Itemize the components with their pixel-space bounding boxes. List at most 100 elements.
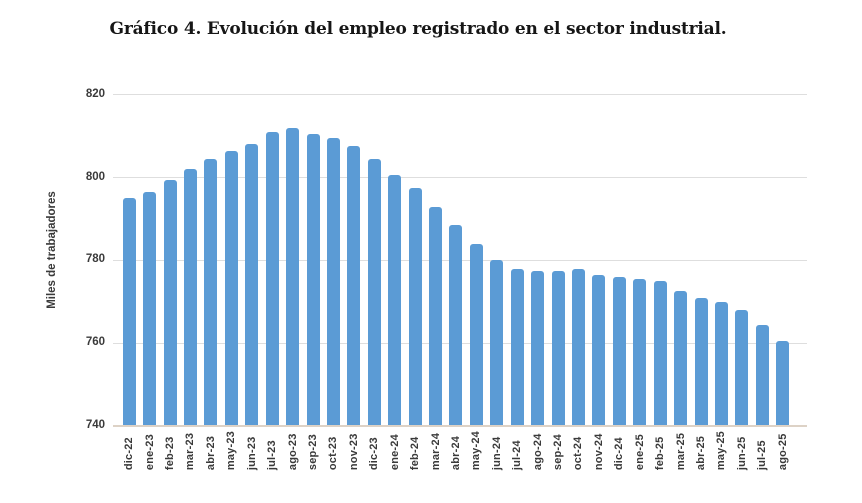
bar-slot xyxy=(711,74,731,426)
bar xyxy=(653,281,667,426)
bar xyxy=(429,206,443,426)
bar-slot xyxy=(344,74,364,426)
y-tick-label: 760 xyxy=(85,336,105,349)
x-tick-label: may-24 xyxy=(470,431,483,471)
x-tick-label: ago-25 xyxy=(776,433,789,471)
x-tick-slot: ene-23 xyxy=(139,431,159,470)
x-tick-label: dic-23 xyxy=(368,437,381,471)
bar-slot xyxy=(691,74,711,426)
bar-slot xyxy=(323,74,343,426)
bar xyxy=(592,274,606,426)
x-tick-slot: nov-23 xyxy=(344,431,364,470)
x-tick-slot: ago-24 xyxy=(527,431,547,470)
bar xyxy=(408,187,422,426)
x-axis-baseline xyxy=(113,425,807,427)
x-tick-slot: mar-24 xyxy=(425,431,445,470)
x-tick-label: abr-23 xyxy=(204,435,217,471)
bar-slot xyxy=(160,74,180,426)
x-tick-label: jul-25 xyxy=(756,440,769,471)
x-tick-slot: abr-24 xyxy=(446,431,466,470)
x-tick-slot: abr-23 xyxy=(201,431,221,470)
x-tick-slot: ago-25 xyxy=(773,431,793,470)
bar-slot xyxy=(303,74,323,426)
bar-slot xyxy=(262,74,282,426)
bar-slot xyxy=(773,74,793,426)
chart-title: Gráfico 4. Evolución del empleo registra… xyxy=(109,19,727,39)
bar-slot xyxy=(527,74,547,426)
bar xyxy=(633,279,647,426)
x-tick-label: nov-24 xyxy=(592,433,605,471)
bar-slot xyxy=(139,74,159,426)
x-tick-label: sep-23 xyxy=(307,434,319,471)
bar xyxy=(367,158,381,426)
bar xyxy=(326,138,340,426)
x-tick-slot: jun-23 xyxy=(242,431,262,471)
gridline xyxy=(113,94,807,96)
x-tick-label: sep-24 xyxy=(552,434,565,471)
bar-slot xyxy=(732,74,752,426)
bar xyxy=(449,225,463,426)
bar-slot xyxy=(242,74,262,426)
bar xyxy=(551,270,565,426)
bar-slot xyxy=(282,74,302,426)
bars-layer xyxy=(119,74,793,426)
x-tick-slot: may-23 xyxy=(221,431,241,470)
x-tick-slot: ago-23 xyxy=(282,431,302,470)
x-tick-label: ago-23 xyxy=(286,433,299,471)
bar-slot xyxy=(487,74,507,426)
bar xyxy=(714,301,728,426)
bar xyxy=(204,158,218,426)
x-tick-label: abr-25 xyxy=(695,435,708,471)
bar xyxy=(224,150,238,426)
x-tick-slot: sep-24 xyxy=(548,431,568,470)
bar xyxy=(286,127,300,426)
bar-slot xyxy=(364,74,384,426)
bar-slot xyxy=(446,74,466,426)
x-tick-label: mar-24 xyxy=(429,432,442,471)
x-tick-label: dic-24 xyxy=(613,437,626,471)
gridline xyxy=(113,177,807,179)
x-tick-slot: jun-25 xyxy=(732,431,752,471)
bar xyxy=(245,144,259,426)
bar-slot xyxy=(384,74,404,426)
bar-slot xyxy=(507,74,527,426)
bar xyxy=(388,175,402,426)
x-tick-slot: dic-24 xyxy=(609,431,629,470)
bar xyxy=(143,192,157,426)
x-tick-label: feb-23 xyxy=(164,436,177,471)
x-tick-label: feb-25 xyxy=(654,436,667,471)
y-tick-label: 820 xyxy=(85,87,105,100)
x-tick-slot: nov-24 xyxy=(589,431,609,470)
x-tick-slot: dic-22 xyxy=(119,431,139,470)
x-tick-slot: oct-24 xyxy=(568,431,588,471)
y-tick-label: 800 xyxy=(85,170,105,183)
x-tick-label: dic-22 xyxy=(123,437,136,471)
x-tick-slot: feb-25 xyxy=(650,431,670,471)
bar-slot xyxy=(609,74,629,426)
bar-slot xyxy=(425,74,445,426)
bar-slot xyxy=(405,74,425,426)
x-tick-label: jun-23 xyxy=(245,436,258,471)
x-tick-slot: feb-24 xyxy=(405,431,425,471)
y-axis-title: Miles de trabajadores xyxy=(46,191,58,309)
bar xyxy=(163,179,177,426)
bar-slot xyxy=(752,74,772,426)
x-tick-slot: jul-24 xyxy=(507,431,527,470)
bar xyxy=(510,268,524,426)
bar xyxy=(571,268,585,426)
bar-slot xyxy=(201,74,221,426)
bar-slot xyxy=(221,74,241,426)
x-tick-label: ago-24 xyxy=(531,433,544,471)
x-tick-slot: dic-23 xyxy=(364,431,384,470)
x-axis-tick-labels: dic-22 ene-23 feb-23 mar-23 abr-23 may-23 jun-… xyxy=(119,431,793,470)
x-tick-label: jun-24 xyxy=(490,436,503,471)
bar xyxy=(347,146,361,426)
x-tick-label: may-25 xyxy=(715,431,728,471)
bar-slot xyxy=(466,74,486,426)
x-tick-label: feb-24 xyxy=(409,436,422,471)
bar-slot xyxy=(650,74,670,426)
bar-slot xyxy=(180,74,200,426)
bar xyxy=(265,131,279,426)
x-tick-label: ene-24 xyxy=(388,434,401,471)
